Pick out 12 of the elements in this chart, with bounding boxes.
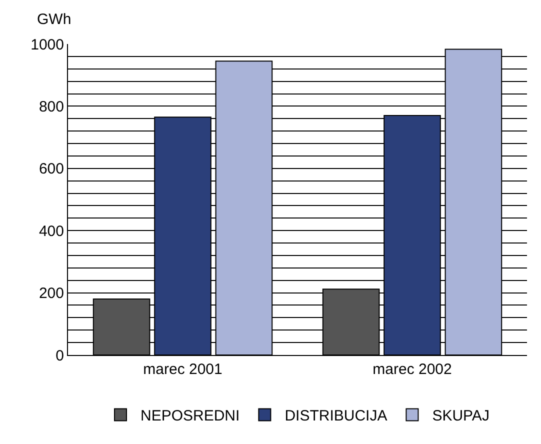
y-tick-label: 0 <box>56 347 64 364</box>
y-tick-label: 600 <box>38 160 64 178</box>
legend-label: DISTRIBUCIJA <box>284 408 388 425</box>
y-tick-label: 800 <box>38 98 64 116</box>
y-tick-label: 1000 <box>30 36 64 54</box>
x-tick-label: marec 2001 <box>143 361 222 378</box>
y-tick-label: 400 <box>38 222 64 240</box>
y-axis-title: GWh <box>37 11 72 28</box>
x-tick-label: marec 2002 <box>372 361 452 378</box>
y-tick-label: 200 <box>38 285 64 302</box>
legend-label: NEPOSREDNI <box>140 408 240 425</box>
legend-label: SKUPAJ <box>432 408 490 425</box>
